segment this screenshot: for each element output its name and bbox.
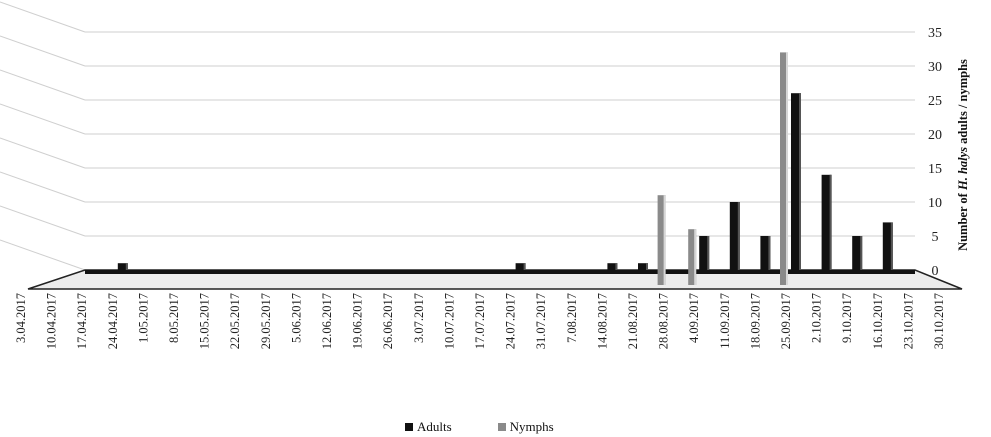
x-tick-label: 30.10.2017 xyxy=(932,293,946,349)
x-tick-label: 4.09.2017 xyxy=(687,293,701,343)
y-tick-label: 30 xyxy=(928,60,942,75)
y-tick-label: 35 xyxy=(928,26,942,41)
bar-adults xyxy=(729,202,740,270)
x-tick-label: 5.06.2017 xyxy=(289,293,303,343)
x-tick-label: 24.07.2017 xyxy=(504,293,518,349)
x-tick-label: 2.10.2017 xyxy=(810,293,824,343)
gridline-side xyxy=(0,171,86,203)
y-tick-label: 0 xyxy=(932,264,939,279)
bar-adults xyxy=(515,263,526,270)
x-tick-label: 7.08.2017 xyxy=(565,293,579,343)
gridline-side xyxy=(0,103,86,135)
bar-side-adults xyxy=(125,263,128,270)
x-tick-label: 11.09.2017 xyxy=(718,293,732,349)
bar-adults xyxy=(638,263,648,270)
bar-side-adults xyxy=(860,236,863,270)
gridlines xyxy=(0,1,915,271)
x-tick-label: 24.04.2017 xyxy=(106,293,120,349)
chart-floor xyxy=(27,269,963,290)
y-axis-ticks: 0 5 10 15 20 25 30 35 xyxy=(928,26,942,279)
x-tick-label: 31.07.2017 xyxy=(534,293,548,349)
bar-adults xyxy=(791,93,801,270)
x-tick-label: 3.04.2017 xyxy=(14,293,28,343)
x-tick-label: 22.05.2017 xyxy=(228,293,242,349)
x-tick-label: 18.09.2017 xyxy=(748,293,762,349)
bar-side-nymphs xyxy=(786,52,788,286)
y-tick-label: 15 xyxy=(928,162,942,177)
legend-item-adults: Adults xyxy=(405,419,452,435)
x-tick-label: 25.09.2017 xyxy=(779,293,793,349)
x-axis-ticks: 3.04.2017 10.04.2017 17.04.2017 24.04.2017 1… xyxy=(14,293,946,349)
legend-swatch-adults xyxy=(405,423,413,431)
x-tick-label: 17.04.2017 xyxy=(75,293,89,349)
legend-label-nymphs: Nymphs xyxy=(509,419,554,434)
legend-swatch-nymphs xyxy=(497,423,506,431)
x-tick-label: 8.05.2017 xyxy=(167,293,181,343)
bar-side-adults xyxy=(768,236,771,270)
bar-side-adults xyxy=(829,174,832,270)
x-tick-label: 21.08.2017 xyxy=(626,293,640,349)
y-axis-title: Number of H. halys adults / nymphs xyxy=(956,59,970,251)
gridline-side xyxy=(0,239,86,271)
bar-adults xyxy=(852,236,863,270)
gridline-side xyxy=(0,205,86,237)
x-tick-label: 26.06.2017 xyxy=(381,293,395,349)
bar-side-adults xyxy=(890,222,893,270)
bar-adults xyxy=(117,263,128,270)
bar-side-adults xyxy=(737,202,740,270)
bar-side-adults xyxy=(523,263,526,270)
bar-adults xyxy=(699,236,710,270)
y-tick-label: 10 xyxy=(928,196,942,211)
x-tick-label: 29.05.2017 xyxy=(259,293,273,349)
x-tick-label: 17.07.2017 xyxy=(473,293,487,349)
bar-side-adults xyxy=(615,263,618,270)
bar-side-adults xyxy=(646,263,648,270)
legend-item-nymphs: Nymphs xyxy=(497,419,554,435)
gridline-side xyxy=(0,35,86,67)
bar-side-nymphs xyxy=(694,229,697,285)
bar-adults xyxy=(882,222,893,270)
bar-adults xyxy=(607,263,618,270)
x-tick-label: 15.05.2017 xyxy=(198,293,212,349)
bar-nymphs xyxy=(780,52,788,286)
bar-nymphs xyxy=(688,229,697,285)
bars xyxy=(117,52,893,286)
x-tick-label: 23.10.2017 xyxy=(901,293,915,349)
gridline-side xyxy=(0,137,86,169)
x-tick-label: 28.08.2017 xyxy=(657,293,671,349)
x-tick-label: 14.08.2017 xyxy=(595,293,609,349)
legend: Adults Nymphs xyxy=(405,419,554,435)
bar-side-adults xyxy=(799,93,801,270)
y-tick-label: 5 xyxy=(932,230,939,245)
bar-adults xyxy=(821,174,832,270)
x-tick-label: 3.07.2017 xyxy=(412,293,426,343)
gridline-side xyxy=(0,69,86,101)
gridline-side xyxy=(0,1,86,33)
x-tick-label: 9.10.2017 xyxy=(840,293,854,343)
x-tick-label: 12.06.2017 xyxy=(320,293,334,349)
x-tick-label: 10.07.2017 xyxy=(442,293,456,349)
bar-side-nymphs xyxy=(663,195,666,285)
bar-nymphs xyxy=(657,195,666,285)
y-tick-label: 25 xyxy=(928,94,942,109)
legend-label-adults: Adults xyxy=(417,419,452,434)
bar-adults xyxy=(760,236,771,270)
x-tick-label: 19.06.2017 xyxy=(351,293,365,349)
bar-side-adults xyxy=(707,236,710,270)
y-tick-label: 20 xyxy=(928,128,942,143)
x-tick-label: 10.04.2017 xyxy=(45,293,59,349)
x-tick-label: 16.10.2017 xyxy=(871,293,885,349)
x-tick-label: 1.05.2017 xyxy=(136,293,150,343)
